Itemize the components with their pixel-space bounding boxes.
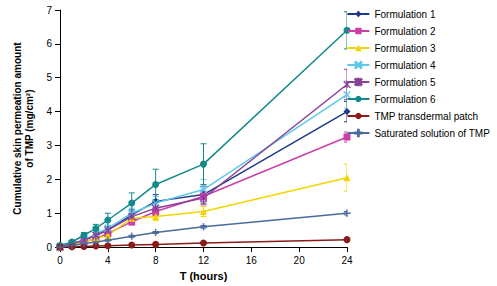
svg-text:5: 5 (46, 72, 52, 83)
svg-text:Formulation 3: Formulation 3 (374, 43, 436, 54)
svg-text:1: 1 (46, 208, 52, 219)
svg-text:Formulation 6: Formulation 6 (374, 94, 436, 105)
svg-text:8: 8 (153, 255, 159, 266)
svg-text:0: 0 (46, 242, 52, 253)
svg-text:of TMP (mg/cm²): of TMP (mg/cm²) (24, 89, 35, 167)
svg-text:24: 24 (341, 255, 353, 266)
svg-text:4: 4 (105, 255, 111, 266)
svg-text:2: 2 (46, 174, 52, 185)
svg-text:T (hours): T (hours) (180, 270, 228, 282)
svg-text:0: 0 (57, 255, 63, 266)
svg-text:Formulation 1: Formulation 1 (374, 9, 436, 20)
svg-text:Cumulative skin permeation amo: Cumulative skin permeation amount (12, 42, 23, 215)
svg-text:7: 7 (46, 5, 52, 16)
svg-text:Formulation 2: Formulation 2 (374, 26, 436, 37)
svg-text:Formulation 5: Formulation 5 (374, 77, 436, 88)
svg-text:16: 16 (246, 255, 258, 266)
svg-text:Saturated solution of TMP: Saturated solution of TMP (374, 128, 490, 139)
svg-text:6: 6 (46, 38, 52, 49)
svg-text:20: 20 (294, 255, 306, 266)
svg-text:TMP transdermal patch: TMP transdermal patch (374, 111, 478, 122)
svg-text:4: 4 (46, 106, 52, 117)
svg-text:12: 12 (198, 255, 210, 266)
svg-text:Formulation 4: Formulation 4 (374, 60, 436, 71)
svg-text:3: 3 (46, 140, 52, 151)
